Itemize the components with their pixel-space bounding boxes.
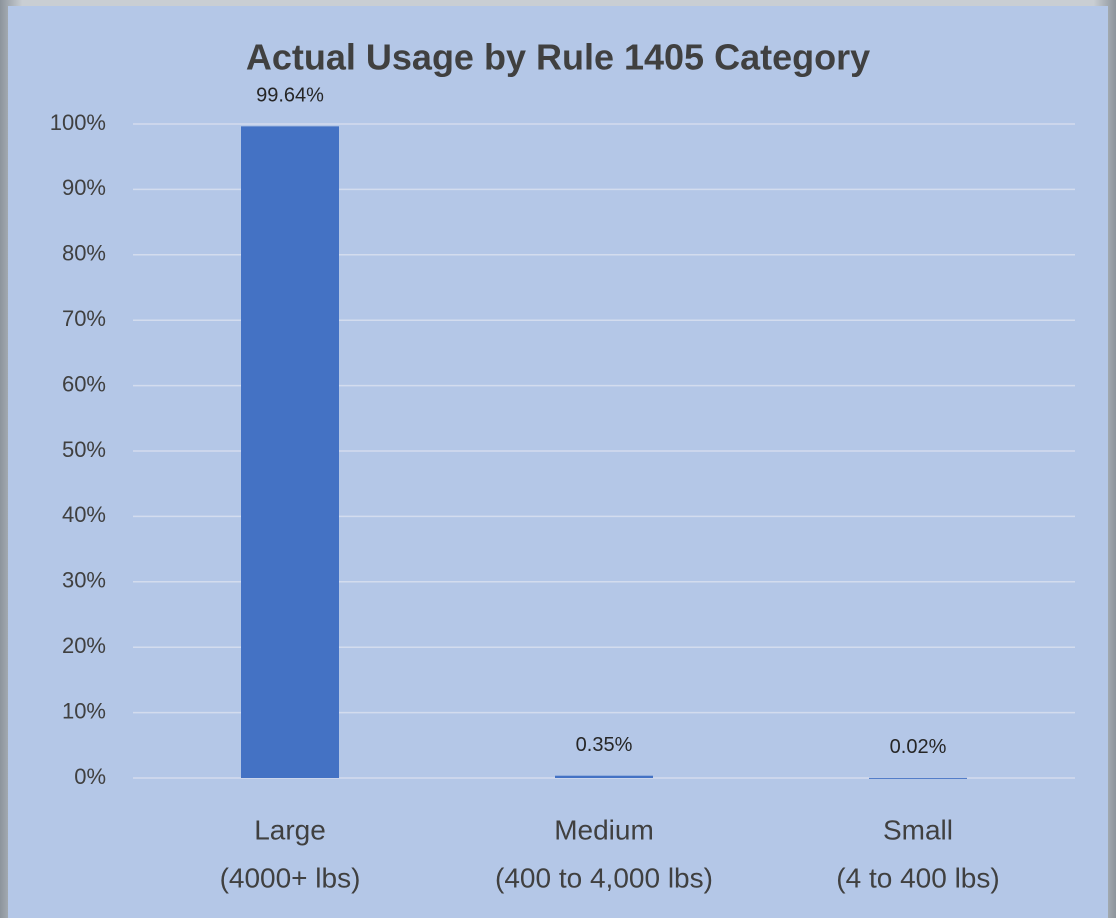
y-tick-label: 70% [62, 306, 106, 331]
y-tick-label: 50% [62, 437, 106, 462]
x-tick-label: Large [254, 814, 326, 845]
value-label: 0.02% [890, 736, 947, 758]
x-tick-label: (4000+ lbs) [220, 862, 361, 893]
y-tick-label: 0% [74, 764, 106, 789]
x-tick-label: (4 to 400 lbs) [836, 862, 999, 893]
chart-background [8, 6, 1108, 918]
y-tick-label: 60% [62, 371, 106, 396]
x-tick-label: Small [883, 814, 953, 845]
value-label: 0.35% [576, 734, 633, 756]
bar [555, 775, 653, 778]
y-tick-label: 20% [62, 633, 106, 658]
y-tick-label: 80% [62, 241, 106, 266]
bar [241, 126, 339, 779]
value-label: 99.64% [256, 85, 324, 107]
y-tick-label: 100% [50, 110, 106, 135]
y-tick-label: 90% [62, 175, 106, 200]
bar [869, 777, 967, 779]
y-tick-label: 30% [62, 568, 106, 593]
x-tick-label: (400 to 4,000 lbs) [495, 862, 713, 893]
x-tick-label: Medium [554, 814, 654, 845]
y-tick-label: 10% [62, 698, 106, 723]
y-tick-label: 40% [62, 502, 106, 527]
chart-title: Actual Usage by Rule 1405 Category [246, 37, 870, 78]
